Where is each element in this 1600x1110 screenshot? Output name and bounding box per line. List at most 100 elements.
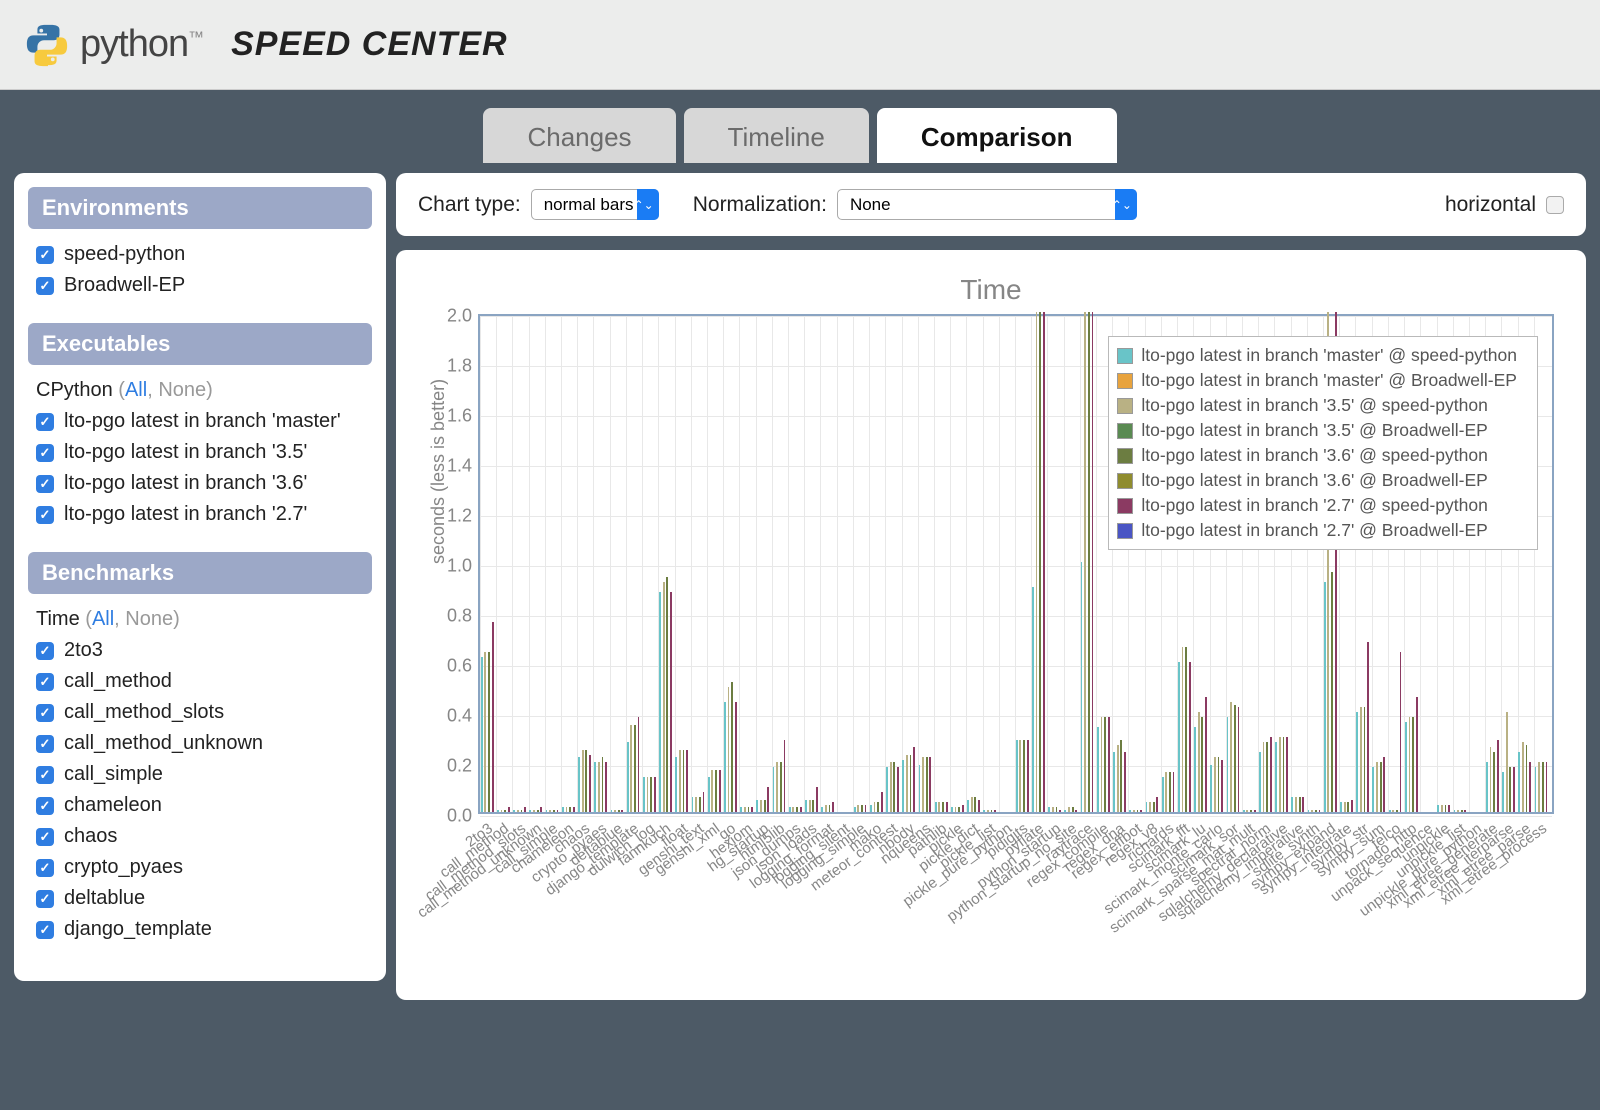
y-tick-label: 1.2 xyxy=(447,506,472,527)
chart-bar xyxy=(1319,810,1321,813)
chart-bar xyxy=(805,800,807,813)
benchmark-item-checkbox[interactable] xyxy=(36,735,54,753)
gridline-v xyxy=(853,316,854,812)
chart-bar xyxy=(524,807,526,812)
chart-bar xyxy=(1234,705,1236,813)
environment-item-label: Broadwell-EP xyxy=(64,274,185,297)
legend-item: lto-pgo latest in branch '3.5' @ speed-p… xyxy=(1117,393,1517,418)
chart-bar xyxy=(942,802,944,812)
legend-item: lto-pgo latest in branch 'master' @ spee… xyxy=(1117,343,1517,368)
chart-bar xyxy=(582,750,584,813)
benchmarks-none-link[interactable]: None xyxy=(125,608,173,630)
executable-item-label: lto-pgo latest in branch '2.7' xyxy=(64,503,307,526)
benchmarks-all-link[interactable]: All xyxy=(92,608,114,630)
executables-all-link[interactable]: All xyxy=(125,379,147,401)
benchmark-item-label: crypto_pyaes xyxy=(64,856,183,879)
chart-bar xyxy=(1400,652,1402,812)
chart-bar xyxy=(812,800,814,813)
tab-comparison[interactable]: Comparison xyxy=(877,108,1117,163)
chart-bar xyxy=(1486,762,1488,812)
chart-bar xyxy=(666,577,668,812)
legend-label: lto-pgo latest in branch '3.5' @ speed-p… xyxy=(1141,395,1487,416)
chart-bar xyxy=(756,800,758,813)
chart-bar xyxy=(504,810,506,813)
horizontal-checkbox[interactable] xyxy=(1546,196,1564,214)
section-benchmarks-head: Benchmarks xyxy=(28,552,372,594)
chart-bar xyxy=(643,777,645,812)
executable-item-checkbox[interactable] xyxy=(36,475,54,493)
chart-bar xyxy=(517,810,519,813)
gridline-v xyxy=(950,316,951,812)
legend-swatch xyxy=(1117,448,1133,464)
chart-bar xyxy=(654,777,656,812)
chart-bar xyxy=(1535,767,1537,812)
executable-item-label: lto-pgo latest in branch '3.5' xyxy=(64,441,307,464)
chart-bar xyxy=(776,762,778,812)
gridline-v xyxy=(593,316,594,812)
environment-item-checkbox[interactable] xyxy=(36,246,54,264)
chart-type-select[interactable]: normal bars xyxy=(531,189,659,220)
chart-bar xyxy=(1039,312,1041,812)
tab-timeline[interactable]: Timeline xyxy=(684,108,869,163)
chart-bar xyxy=(1153,802,1155,812)
legend-swatch xyxy=(1117,348,1133,364)
benchmark-item-checkbox[interactable] xyxy=(36,859,54,877)
chart-x-labels: 2to3call_methodcall_method_slotscall_met… xyxy=(478,814,1554,994)
chart-bar xyxy=(1454,810,1456,813)
gridline-v xyxy=(902,316,903,812)
chart-bar xyxy=(703,792,705,812)
chart-bar xyxy=(1056,807,1058,812)
chart-plot: lto-pgo latest in branch 'master' @ spee… xyxy=(478,314,1554,814)
section-environments-body: speed-pythonBroadwell-EP xyxy=(28,239,372,323)
chart-bar xyxy=(1117,745,1119,813)
normalization-select[interactable]: None xyxy=(837,189,1137,220)
tab-changes[interactable]: Changes xyxy=(483,108,675,163)
chart-bar xyxy=(1311,810,1313,813)
chart-bar xyxy=(886,767,888,812)
benchmark-item-checkbox[interactable] xyxy=(36,766,54,784)
executable-item-checkbox[interactable] xyxy=(36,444,54,462)
benchmark-item-label: deltablue xyxy=(64,887,145,910)
chart-bar xyxy=(724,702,726,812)
chart-bar xyxy=(513,810,515,813)
benchmark-item-checkbox[interactable] xyxy=(36,921,54,939)
chart-bar xyxy=(549,810,551,813)
chart-bar xyxy=(962,805,964,813)
chart-bar xyxy=(663,582,665,812)
executable-item-checkbox[interactable] xyxy=(36,506,54,524)
chart-bar xyxy=(1364,707,1366,812)
chart-bar xyxy=(1084,312,1086,812)
chart-bar xyxy=(1526,745,1528,813)
legend-label: lto-pgo latest in branch '2.7' @ speed-p… xyxy=(1141,495,1487,516)
benchmark-item-checkbox[interactable] xyxy=(36,642,54,660)
chart-bar xyxy=(1173,772,1175,812)
executable-item-checkbox[interactable] xyxy=(36,413,54,431)
gridline-v xyxy=(626,316,627,812)
chart-bar xyxy=(1214,757,1216,812)
chart-bar xyxy=(1437,805,1439,813)
gridline-v xyxy=(512,316,513,812)
legend-label: lto-pgo latest in branch '3.6' @ Broadwe… xyxy=(1141,470,1487,491)
chart-bar xyxy=(1308,810,1310,813)
executables-none-link[interactable]: None xyxy=(158,379,206,401)
environment-item-checkbox[interactable] xyxy=(36,277,54,295)
benchmark-item-checkbox[interactable] xyxy=(36,828,54,846)
chart-type-label: Chart type: xyxy=(418,193,521,217)
chart-bar xyxy=(773,767,775,812)
chart-bar xyxy=(913,747,915,812)
benchmark-item-checkbox[interactable] xyxy=(36,673,54,691)
section-benchmarks-body: Time (All, None) 2to3call_methodcall_met… xyxy=(28,604,372,967)
chart-bar xyxy=(935,802,937,812)
chart-bar xyxy=(488,652,490,812)
gridline-v xyxy=(869,316,870,812)
chart-bar xyxy=(1075,810,1077,813)
chart-bar xyxy=(650,777,652,812)
chart-bar xyxy=(1529,762,1531,812)
benchmark-item-checkbox[interactable] xyxy=(36,797,54,815)
logo[interactable]: python™ xyxy=(24,22,203,68)
benchmark-item-checkbox[interactable] xyxy=(36,890,54,908)
chart-bar xyxy=(987,810,989,813)
gridline-v xyxy=(772,316,773,812)
benchmark-item-checkbox[interactable] xyxy=(36,704,54,722)
chart-bar xyxy=(906,755,908,813)
